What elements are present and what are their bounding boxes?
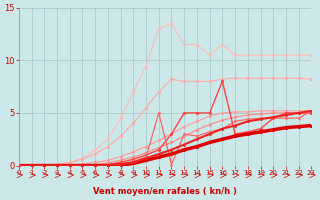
X-axis label: Vent moyen/en rafales ( kn/h ): Vent moyen/en rafales ( kn/h )	[93, 187, 237, 196]
